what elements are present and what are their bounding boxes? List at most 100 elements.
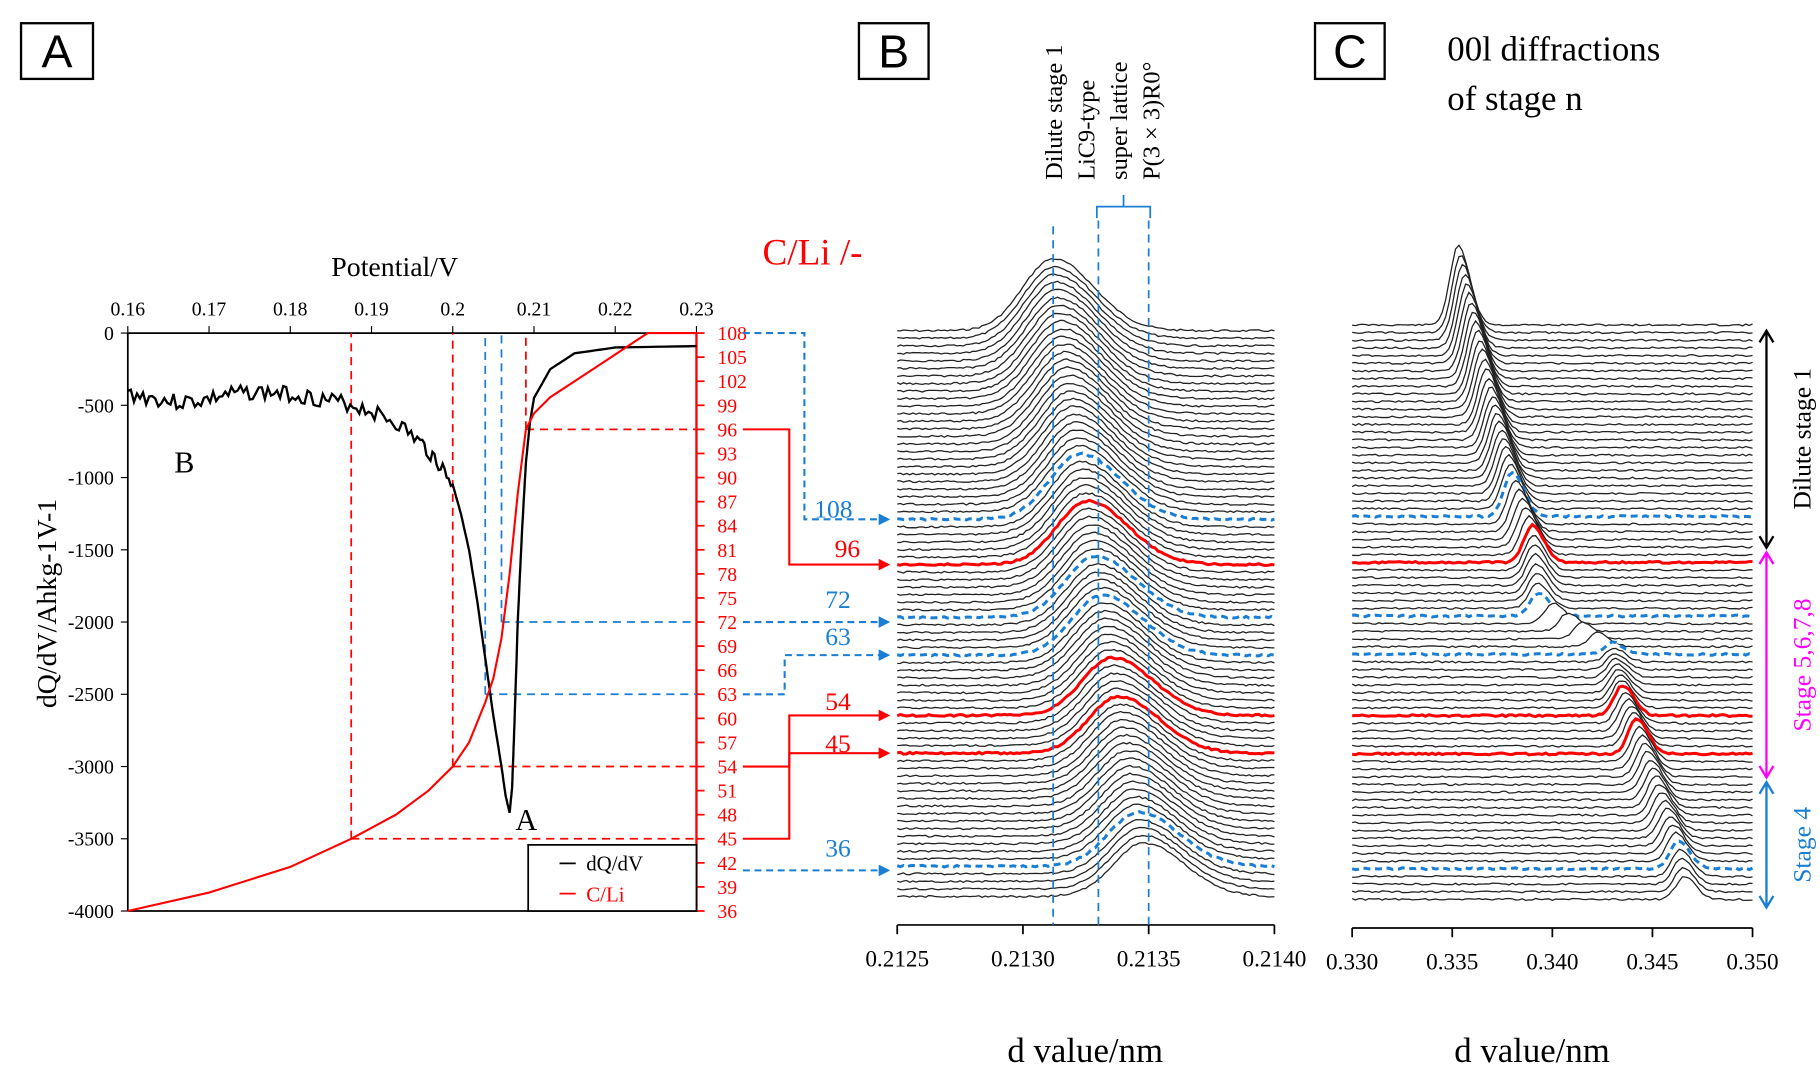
b-trace — [897, 420, 1275, 491]
a-ytick-label: -2500 — [68, 684, 114, 706]
connector-arrowhead-36 — [878, 864, 891, 877]
c-trace — [1352, 479, 1753, 526]
b-trace — [897, 382, 1275, 453]
b-label-superlattice: super lattice — [1106, 62, 1133, 180]
b-trace — [897, 571, 1275, 634]
b-trace — [897, 640, 1275, 702]
connector-label-108: 108 — [814, 495, 852, 524]
b-trace — [897, 366, 1275, 438]
c-trace-mask — [1352, 669, 1753, 698]
c-trace — [1352, 507, 1753, 549]
a-xtick-label: 0.23 — [679, 299, 714, 321]
a-y2tick-label: 81 — [717, 540, 737, 562]
b-trace — [896, 429, 1275, 499]
c-trace — [1352, 420, 1753, 473]
b-trace — [897, 397, 1275, 469]
b-trace — [897, 578, 1275, 642]
c-xlabel: d value/nm — [1454, 1031, 1610, 1070]
a-ytick-label: -500 — [78, 395, 114, 417]
panel-letter-c: C — [1333, 25, 1367, 77]
c-trace — [1351, 562, 1753, 595]
c-highlight-trace-54 — [1352, 684, 1753, 719]
c-trace — [1352, 680, 1753, 710]
c-trace — [1352, 311, 1753, 381]
b-trace — [897, 672, 1275, 733]
c-trace — [1351, 302, 1753, 373]
b-trace — [897, 741, 1275, 801]
a-y2tick-label: 66 — [717, 660, 737, 682]
a-y2tick-label: 42 — [717, 853, 737, 875]
a-y2tick-label: 60 — [717, 708, 737, 730]
superlattice-bracket — [1095, 194, 1152, 219]
a-xtick-label: 0.21 — [517, 299, 552, 321]
b-trace — [897, 617, 1275, 680]
cli-series-line — [127, 332, 697, 913]
b-trace — [896, 795, 1275, 853]
c-trace-mask — [1352, 658, 1753, 682]
a-y2tick-label: 93 — [717, 443, 737, 465]
b-trace — [897, 819, 1275, 876]
c-trace — [1352, 816, 1753, 848]
b-xtick-label: 0.2125 — [865, 947, 929, 973]
b-trace — [897, 265, 1275, 340]
b-trace — [897, 609, 1275, 672]
a-red-guide — [451, 333, 697, 768]
c-trace — [1351, 775, 1753, 810]
a-y2tick-label: 48 — [717, 805, 737, 827]
c-trace — [1352, 831, 1753, 863]
c-trace — [1352, 750, 1753, 787]
c-trace-mask — [1352, 621, 1753, 644]
a-ytick-label: -2000 — [68, 612, 114, 634]
c-trace — [1352, 807, 1753, 840]
c-trace — [1351, 488, 1753, 534]
c-trace — [1352, 514, 1753, 557]
c-trace-mask — [1352, 489, 1753, 537]
b-trace — [897, 444, 1275, 514]
b-trace — [897, 280, 1275, 356]
a-ytick-label: 0 — [104, 323, 114, 345]
a-y2tick-label: 63 — [717, 684, 737, 706]
a-y2tick-label: 51 — [717, 781, 737, 803]
b-trace — [897, 648, 1275, 710]
c-trace-mask — [1352, 274, 1753, 353]
b-highlight-trace-72 — [897, 554, 1275, 620]
a-y2tick-label: 78 — [717, 564, 737, 586]
c-highlight-trace-96 — [1352, 522, 1753, 565]
panel-label-c: C — [1313, 22, 1386, 81]
a-red-guide — [524, 333, 697, 431]
a-y2tick-label: 69 — [717, 636, 737, 658]
c-trace — [1352, 712, 1753, 748]
c-xtick-label: 0.345 — [1626, 950, 1678, 976]
b-trace — [897, 826, 1275, 884]
c-trace-mask — [1352, 613, 1753, 636]
c-trace — [1352, 463, 1753, 511]
c-trace — [1351, 767, 1753, 802]
b-trace — [896, 288, 1275, 363]
b-xlabel: d value/nm — [1007, 1031, 1163, 1070]
b-trace — [897, 602, 1275, 665]
b-trace — [897, 772, 1275, 831]
connector-96 — [742, 428, 888, 566]
b-trace — [897, 703, 1275, 763]
b-trace — [897, 358, 1275, 431]
c-trace — [1352, 404, 1753, 457]
c-trace-mask — [1352, 653, 1753, 675]
panel-a-plot: 0.16 0.17 0.18 0.19 0.2 0.21 0.22 0.23 0 -500 -100… — [68, 299, 747, 923]
c-trace — [1352, 734, 1753, 771]
a-y2tick-label: 54 — [717, 756, 737, 778]
b-xtick-label: 0.2135 — [1117, 947, 1181, 973]
c-trace — [1352, 602, 1753, 626]
connector-108 — [742, 332, 888, 521]
a-y2tick-label: 75 — [717, 588, 737, 610]
connector-arrowhead-108 — [878, 513, 891, 526]
c-trace-mask — [1352, 692, 1753, 728]
c-trace — [1351, 653, 1753, 672]
c-xtick-label: 0.340 — [1526, 950, 1578, 976]
stage-arrows: Dilute stage 1 Stage 5,6,7,8 Stage 4 — [1758, 328, 1817, 910]
c-trace — [1352, 283, 1753, 358]
legend: dQ/dV C/Li — [527, 843, 698, 912]
c-trace — [1352, 386, 1753, 442]
b-trace — [897, 477, 1275, 544]
a-y2tick-label: 108 — [717, 323, 747, 345]
panel-b-plot: 0.2125 0.2130 0.2135 0.2140 — [865, 220, 1306, 973]
